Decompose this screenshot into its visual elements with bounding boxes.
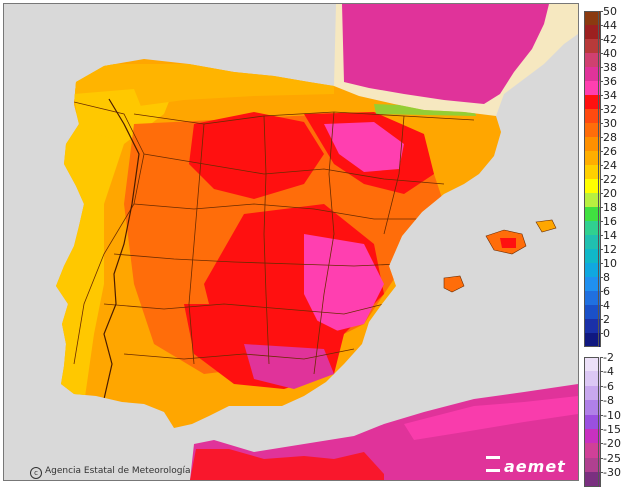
legend-upper-label: 30: [603, 117, 617, 130]
legend-tick: [600, 95, 603, 96]
legend-lower-label: -30: [603, 466, 621, 480]
legend-lower-label: -4: [603, 365, 614, 379]
legend-tick: [600, 207, 603, 208]
legend-upper-label: 26: [603, 145, 617, 158]
map-canvas: [4, 4, 578, 480]
legend-tick: [600, 429, 603, 430]
copyright-icon: c: [30, 467, 42, 479]
legend-lower-label: -6: [603, 379, 614, 393]
legend-tick: [600, 277, 603, 278]
legend-upper-label: 40: [603, 47, 617, 60]
legend-lower-label: -15: [603, 423, 621, 436]
legend-upper-label: 12: [603, 243, 617, 256]
legend-tick: [600, 249, 603, 250]
legend-tick: [600, 472, 603, 474]
legend-tick: [600, 333, 603, 334]
legend-lower-frame: [584, 357, 599, 487]
legend-tick: [600, 67, 603, 68]
aemet-logo-mark-icon: [486, 456, 500, 472]
legend-upper-label: 42: [603, 33, 617, 46]
legend-upper-label: 44: [603, 19, 617, 32]
aemet-logo: aemet: [486, 456, 566, 476]
legend-upper-label: 14: [603, 229, 617, 242]
legend-tick: [600, 53, 603, 54]
legend-tick: [600, 263, 603, 264]
legend-upper-label: 0: [603, 327, 610, 340]
legend-upper-label: 20: [603, 187, 617, 200]
legend-tick: [600, 123, 603, 124]
legend-upper-label: 50: [603, 5, 617, 18]
legend-upper-label: 34: [603, 89, 617, 102]
legend-tick: [600, 291, 603, 292]
legend-tick: [600, 235, 603, 236]
legend-upper-label: 2: [603, 313, 610, 326]
legend-lower-label: -2: [603, 351, 614, 364]
legend-tick: [600, 357, 603, 358]
legend-tick: [600, 193, 603, 194]
legend-upper-label: 36: [603, 75, 617, 88]
legend-tick: [600, 39, 603, 40]
legend-upper-frame: [584, 11, 599, 347]
legend-upper-label: 16: [603, 215, 617, 228]
legend-lower-label: -10: [603, 408, 621, 422]
legend-tick: [600, 385, 603, 387]
legend-tick: [600, 11, 603, 12]
legend-upper-label: 24: [603, 159, 617, 172]
legend-tick: [600, 443, 603, 445]
legend-tick: [600, 25, 603, 26]
legend-upper-label: 6: [603, 285, 610, 298]
legend-tick: [600, 137, 603, 138]
ibiza: [443, 275, 465, 293]
legend-tick: [600, 305, 603, 306]
legend-upper-label: 8: [603, 271, 610, 284]
legend-lower-label: -8: [603, 394, 614, 408]
credit-text: Agencia Estatal de Meteorología: [45, 466, 191, 476]
legend-upper-label: 10: [603, 257, 617, 270]
credit-label: c Agencia Estatal de Meteorología: [30, 466, 191, 479]
legend-upper-label: 18: [603, 201, 617, 214]
legend-upper-label: 4: [603, 299, 610, 312]
legend-upper-label: 28: [603, 131, 617, 144]
legend-tick: [600, 179, 603, 180]
legend-tick: [600, 371, 603, 373]
legend-tick: [600, 319, 603, 320]
france-heat-zone: [342, 4, 549, 104]
legend-upper-label: 22: [603, 173, 617, 186]
legend-tick: [600, 400, 603, 402]
menorca: [535, 219, 557, 233]
legend-tick: [600, 457, 603, 459]
legend-tick: [600, 165, 603, 166]
legend-tick: [600, 81, 603, 82]
legend-upper-label: 32: [603, 103, 617, 116]
aemet-logo-text: aemet: [504, 457, 566, 476]
legend-tick: [600, 109, 603, 110]
legend-tick: [600, 151, 603, 152]
temperature-map: [3, 3, 579, 481]
legend-tick: [600, 221, 603, 222]
legend-upper-label: 38: [603, 61, 617, 74]
legend-tick: [600, 414, 603, 416]
legend-lower-label: -25: [603, 451, 621, 465]
temperature-legend: 50 44 42 40 38 36 34 32 30 28 26 24 22 20 18 16 14 12 10 8 6…: [584, 6, 628, 487]
legend-lower-label: -20: [603, 437, 621, 451]
